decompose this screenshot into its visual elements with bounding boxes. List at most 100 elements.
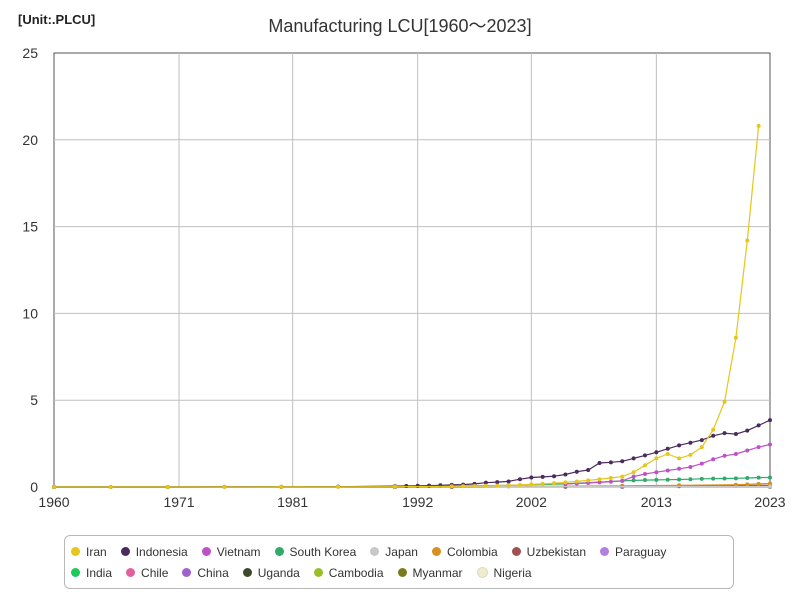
legend-item-china[interactable]: China — [182, 562, 229, 583]
data-point-indonesia — [665, 446, 670, 451]
legend-item-chile[interactable]: Chile — [126, 562, 168, 583]
legend-label: Uzbekistan — [526, 544, 587, 559]
legend-label: Iran — [86, 544, 107, 559]
y-tick-label: 20 — [22, 132, 38, 148]
data-point-vietnam — [756, 445, 761, 450]
series-group — [52, 123, 772, 489]
data-point-vietnam — [677, 466, 682, 471]
data-point-iran — [688, 452, 693, 457]
data-point-colombia — [733, 482, 738, 487]
legend-label: Paraguay — [615, 544, 667, 559]
x-tick-label: 2013 — [641, 494, 672, 510]
legend-item-nigeria[interactable]: Nigeria — [476, 562, 532, 583]
data-point-iran — [631, 470, 636, 475]
data-point-south-korea — [677, 477, 682, 482]
data-point-iran — [540, 481, 545, 486]
data-point-japan — [768, 484, 772, 489]
legend-label: Uganda — [257, 565, 300, 580]
legend-item-vietnam[interactable]: Vietnam — [201, 541, 261, 562]
data-point-iran — [279, 484, 284, 489]
legend-marker — [120, 547, 130, 556]
y-tick-label: 15 — [22, 219, 38, 235]
legend-label: Vietnam — [216, 544, 261, 559]
data-point-south-korea — [631, 478, 636, 483]
legend-item-india[interactable]: India — [71, 562, 112, 583]
data-point-vietnam — [608, 479, 613, 484]
legend-item-japan[interactable]: Japan — [370, 541, 418, 562]
legend-marker — [274, 547, 284, 556]
data-point-indonesia — [574, 469, 579, 474]
data-point-indonesia — [722, 431, 727, 436]
plot-area — [53, 52, 771, 488]
data-point-south-korea — [768, 475, 772, 480]
data-point-indonesia — [552, 474, 557, 479]
data-point-colombia — [768, 481, 772, 486]
data-point-iran — [461, 484, 466, 489]
legend-marker — [511, 547, 521, 556]
data-point-iran — [517, 482, 522, 487]
data-point-iran — [472, 483, 477, 488]
legend-label: Japan — [385, 544, 418, 559]
data-point-vietnam — [597, 480, 602, 485]
y-tick-label: 0 — [30, 479, 38, 495]
data-point-indonesia — [415, 483, 420, 488]
data-point-south-korea — [733, 476, 738, 481]
unit-label: [Unit:.PLCU] — [18, 12, 96, 27]
legend-marker — [182, 568, 192, 577]
legend-marker — [201, 547, 211, 556]
legend-item-iran[interactable]: Iran — [71, 541, 107, 562]
legend-marker — [397, 568, 407, 577]
data-point-indonesia — [517, 477, 522, 482]
legend-marker — [71, 568, 80, 577]
data-point-vietnam — [665, 468, 670, 473]
grid-lines — [54, 53, 770, 487]
data-point-iran — [733, 335, 738, 340]
legend-item-cambodia[interactable]: Cambodia — [313, 562, 384, 583]
legend-item-uzbekistan[interactable]: Uzbekistan — [511, 541, 587, 562]
legend-item-indonesia[interactable]: Indonesia — [120, 541, 188, 562]
y-tick-label: 10 — [22, 305, 38, 321]
data-point-south-korea — [756, 475, 761, 480]
x-tick-label: 2023 — [754, 494, 785, 510]
legend-label: India — [86, 565, 113, 580]
data-point-indonesia — [642, 453, 647, 458]
data-point-vietnam — [733, 452, 738, 457]
data-point-indonesia — [563, 472, 568, 477]
data-point-colombia — [756, 481, 761, 486]
data-point-indonesia — [631, 456, 636, 461]
data-point-indonesia — [756, 423, 761, 428]
data-point-iran — [665, 452, 670, 457]
legend-item-colombia[interactable]: Colombia — [431, 541, 498, 562]
data-point-vietnam — [699, 461, 704, 466]
data-point-vietnam — [654, 470, 659, 475]
data-point-iran — [722, 399, 727, 404]
data-point-indonesia — [699, 438, 704, 443]
data-point-iran — [52, 484, 56, 489]
data-point-iran — [495, 483, 500, 488]
data-point-iran — [506, 483, 511, 488]
legend-item-paraguay[interactable]: Paraguay — [600, 541, 666, 562]
data-point-iran — [483, 483, 488, 488]
data-point-iran — [586, 478, 591, 483]
data-point-indonesia — [711, 433, 716, 438]
data-point-indonesia — [404, 483, 409, 488]
legend-item-uganda[interactable]: Uganda — [242, 562, 300, 583]
data-point-indonesia — [620, 459, 625, 464]
legend-label: China — [197, 565, 229, 580]
legend-item-myanmar[interactable]: Myanmar — [397, 562, 463, 583]
data-point-iran — [392, 484, 397, 489]
data-point-colombia — [745, 482, 750, 487]
x-tick-label: 1981 — [277, 494, 308, 510]
legend-label: South Korea — [289, 544, 357, 559]
data-point-vietnam — [642, 471, 647, 476]
data-point-indonesia — [483, 480, 488, 485]
data-point-indonesia — [768, 418, 772, 423]
legend-item-south-korea[interactable]: South Korea — [274, 541, 357, 562]
data-point-south-korea — [665, 477, 670, 482]
x-tick-label: 1992 — [402, 494, 433, 510]
legend-marker — [71, 547, 80, 556]
data-point-vietnam — [620, 478, 625, 483]
legend-label: Colombia — [446, 544, 498, 559]
data-point-indonesia — [608, 460, 613, 465]
legend-label: Indonesia — [135, 544, 188, 559]
